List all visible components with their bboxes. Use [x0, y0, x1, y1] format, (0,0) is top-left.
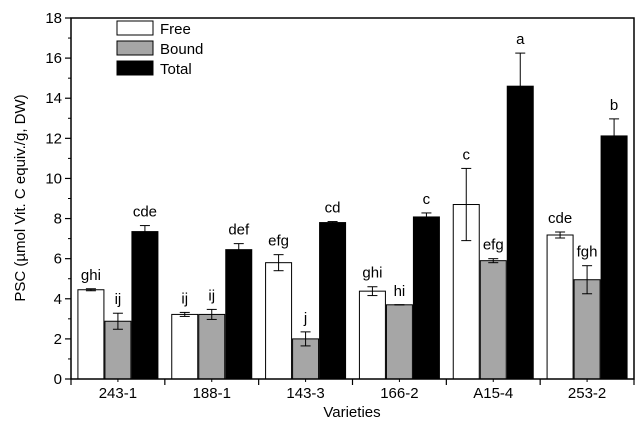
significance-label: ghi [81, 267, 101, 284]
bar-free-243-1 [77, 289, 105, 380]
bar-free-143-3 [265, 262, 293, 380]
significance-label: hi [394, 283, 406, 300]
bars [77, 85, 628, 380]
bar-bound-188-1 [198, 313, 226, 380]
legend-swatch-bound [116, 40, 154, 56]
axis-ticks: 0 2 4 6 8 10 12 14 16 18 243-1 188-1 143-3 166-2 A15-4… [45, 10, 635, 402]
y-tick-label: 4 [54, 291, 62, 308]
x-tick-label: A15-4 [473, 385, 513, 402]
x-tick-label: 166-2 [380, 385, 418, 402]
significance-label: def [228, 222, 250, 239]
bar-total-143-3 [319, 222, 347, 380]
bar-total-253-2 [600, 135, 628, 380]
legend-swatch-free [116, 20, 154, 36]
bar-total-166-2 [412, 216, 440, 380]
significance-label: c [463, 146, 471, 163]
bar-bound-243-1 [104, 320, 132, 380]
significance-label: a [516, 31, 525, 48]
bar-total-A15-4 [506, 85, 534, 380]
y-tick-label: 6 [54, 251, 62, 268]
bar-total-243-1 [131, 231, 159, 380]
significance-label: c [423, 191, 431, 208]
significance-label: efg [268, 233, 289, 250]
y-tick-label: 0 [54, 371, 62, 388]
significance-label: ij [181, 290, 188, 307]
significance-label: cde [548, 210, 572, 227]
bar-bound-166-2 [385, 304, 413, 380]
y-tick-label: 8 [54, 211, 62, 228]
significance-label: fgh [577, 244, 598, 261]
legend-label-total: Total [160, 61, 192, 78]
significance-label: ij [115, 291, 122, 308]
significance-label: efg [483, 237, 504, 254]
legend: Free Bound Total [116, 20, 203, 78]
x-tick-label: 143-3 [286, 385, 324, 402]
plot-frame [70, 17, 635, 380]
bar-free-188-1 [171, 313, 199, 380]
x-axis-title: Varieties [323, 404, 380, 421]
bar-bound-253-2 [573, 279, 601, 380]
significance-label: b [610, 97, 618, 114]
significance-label: cd [325, 200, 341, 217]
y-axis-title: PSC (µmol Vit. C equiv./g, DW) [12, 94, 29, 301]
x-tick-label: 243-1 [99, 385, 137, 402]
bar-free-253-2 [546, 234, 574, 380]
bar-bound-A15-4 [479, 260, 507, 380]
y-tick-label: 18 [45, 10, 62, 27]
y-tick-label: 16 [45, 50, 62, 67]
significance-label: ghi [362, 265, 382, 282]
bar-free-166-2 [358, 290, 386, 380]
bar-total-188-1 [225, 249, 253, 380]
y-tick-label: 2 [54, 331, 62, 348]
x-tick-label: 253-2 [568, 385, 606, 402]
significance-label: ij [208, 287, 215, 304]
legend-label-free: Free [160, 21, 191, 38]
significance-label: cde [133, 204, 157, 221]
y-tick-label: 10 [45, 170, 62, 187]
error-bars [85, 52, 620, 347]
y-tick-label: 12 [45, 130, 62, 147]
significance-label: j [303, 310, 307, 327]
x-tick-label: 188-1 [193, 385, 231, 402]
legend-swatch-total [116, 60, 154, 76]
legend-label-bound: Bound [160, 41, 203, 58]
y-tick-label: 14 [45, 90, 62, 107]
